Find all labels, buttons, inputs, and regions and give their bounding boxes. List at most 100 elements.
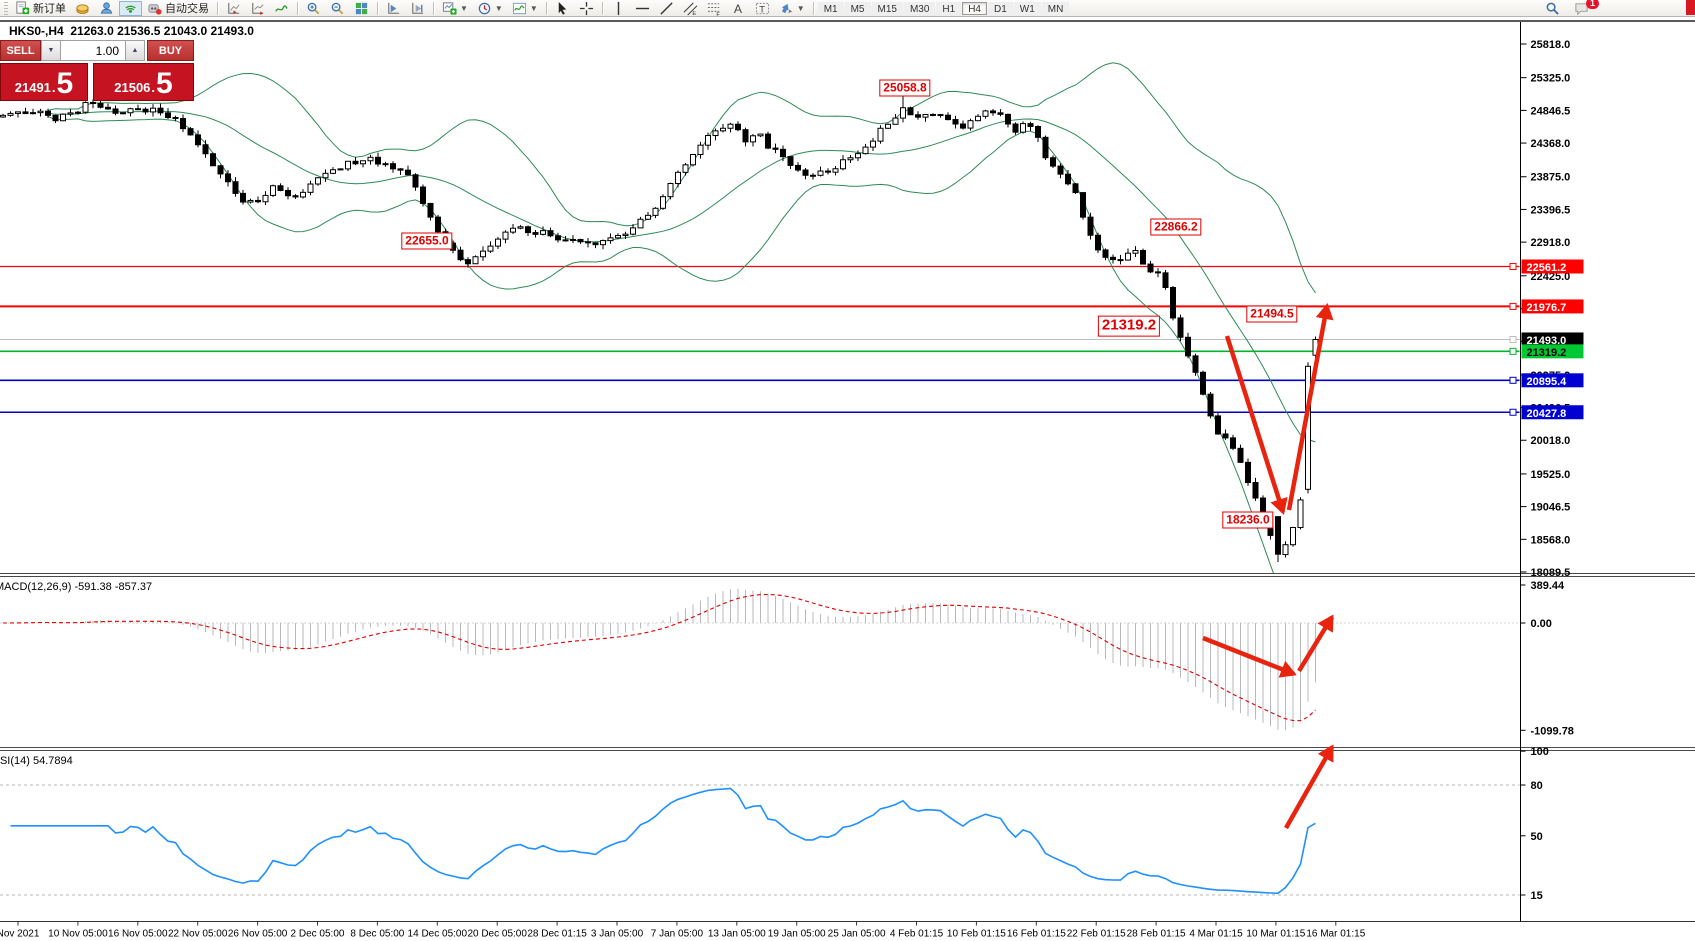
tile-windows-button[interactable]: [350, 1, 373, 16]
tester-run-button[interactable]: [406, 1, 429, 16]
toolbar: 新订单 自动交易: [0, 0, 1695, 17]
chat-button[interactable]: 1: [1570, 0, 1599, 16]
chart-shift-button[interactable]: [222, 1, 245, 16]
price-annotation[interactable]: 21494.5: [1246, 305, 1298, 323]
text-button[interactable]: A: [727, 1, 750, 16]
horizontal-line-button[interactable]: [631, 1, 654, 16]
time-tick-label: 16 Nov 05:00: [108, 929, 168, 940]
toolbar-separator: [545, 1, 547, 15]
time-tick-label: 10 Nov 05:00: [48, 929, 108, 940]
timeframe-button-m15[interactable]: M15: [871, 1, 903, 15]
rsi-axis-label: 50: [1531, 831, 1543, 843]
price-annotation[interactable]: 25058.8: [879, 79, 931, 97]
price-annotation[interactable]: 21319.2: [1097, 315, 1161, 337]
search-button[interactable]: [1541, 1, 1564, 16]
period-dropdown[interactable]: ▼: [473, 1, 507, 16]
price-tick-label: 19046.5: [1531, 502, 1571, 514]
time-tick-label: 4 Feb 01:15: [890, 929, 944, 940]
price-tag-label: 20427.8: [1527, 408, 1567, 420]
timeframe-button-m5[interactable]: M5: [844, 1, 871, 15]
horizontal-level-lines[interactable]: [0, 262, 1520, 416]
caret-down-icon: ▼: [529, 3, 538, 13]
new-chart-dropdown[interactable]: ▼: [438, 1, 472, 16]
buy-price-display[interactable]: 21506. 5: [93, 63, 194, 101]
cursor-button[interactable]: [551, 1, 574, 16]
chart-autoscroll-button[interactable]: [246, 1, 269, 16]
chart-symbol: HKS0-,H4: [9, 24, 64, 38]
candlesticks: [0, 95, 1319, 562]
trendline-icon: [660, 1, 673, 15]
volume-increase-button[interactable]: ▲: [125, 40, 145, 61]
new-chart-icon: [442, 1, 457, 15]
signals-button[interactable]: [119, 0, 142, 16]
autotrading-button[interactable]: 自动交易: [143, 1, 213, 16]
equidistant-channel-button[interactable]: E: [679, 1, 702, 16]
sell-button[interactable]: SELL: [0, 40, 41, 61]
price-tick-label: 24846.5: [1531, 105, 1571, 117]
trend-arrows[interactable]: [1202, 303, 1334, 830]
profile-curve-icon: [275, 4, 288, 12]
time-axis[interactable]: Nov 2021 10 Nov 05:00 16 Nov 05:00 22 Nov 0…: [0, 921, 1366, 940]
price-annotation[interactable]: 18236.0: [1222, 511, 1274, 529]
macd-values: -591.38 -857.37: [74, 581, 153, 593]
price-tag: [1521, 259, 1584, 274]
template-dropdown[interactable]: ▼: [508, 1, 542, 16]
tile-windows-icon: [355, 2, 368, 14]
toolbar-separator: [377, 1, 378, 15]
fibonacci-button[interactable]: F: [703, 1, 726, 16]
toolbar-separator: [812, 1, 814, 15]
macd-indicator: [0, 588, 1520, 731]
price-tick-label: 22425.0: [1531, 271, 1571, 283]
price-tag: [1521, 344, 1584, 359]
timeframe-button-m1[interactable]: M1: [817, 1, 844, 15]
chart-ohlc: 21263.0 21536.5 21043.0 21493.0: [70, 24, 254, 38]
zoom-out-button[interactable]: [326, 1, 349, 16]
timeframe-button-mn[interactable]: MN: [1041, 1, 1070, 15]
trend-arrow[interactable]: [1202, 635, 1297, 678]
tester-step-button[interactable]: [382, 1, 405, 16]
profile-curve-button[interactable]: [270, 1, 293, 16]
trendline-button[interactable]: [655, 1, 678, 16]
trend-arrow[interactable]: [1297, 614, 1334, 673]
buy-button[interactable]: BUY: [147, 40, 194, 61]
timeframe-button-w1[interactable]: W1: [1013, 1, 1041, 15]
time-tick-label: 22 Feb 01:15: [1067, 929, 1126, 940]
chart-top-border: [0, 20, 1695, 22]
svg-text:T: T: [759, 4, 765, 14]
toolbar-drag-handle[interactable]: [4, 1, 8, 15]
sell-price-display[interactable]: 21491. 5: [0, 63, 88, 101]
zoom-in-button[interactable]: [302, 1, 325, 16]
vertical-line-button[interactable]: [607, 1, 630, 16]
macd-axis-label: 0.00: [1531, 618, 1552, 630]
time-tick-label: 2 Dec 05:00: [291, 929, 345, 940]
timeframe-button-d1[interactable]: D1: [988, 1, 1013, 15]
time-tick-label: Nov 2021: [0, 929, 40, 940]
new-order-button[interactable]: 新订单: [11, 0, 70, 16]
price-axis[interactable]: 25818.0 25325.0 24846.5 24368.0 23875.0 23396…: [1520, 39, 1584, 902]
price-annotation[interactable]: 22655.0: [401, 232, 453, 250]
zoom-out-icon: [331, 2, 344, 14]
autotrading-icon: [148, 3, 162, 15]
rsi-name: RSI(14): [0, 755, 30, 767]
price-annotation[interactable]: 22866.2: [1150, 218, 1202, 236]
arrow-shapes-icon: [781, 3, 792, 13]
text-label-button[interactable]: T: [751, 1, 774, 16]
time-tick-label: 22 Nov 05:00: [168, 929, 228, 940]
crosshair-button[interactable]: [575, 1, 598, 16]
timeframe-button-h4[interactable]: H4: [962, 1, 987, 15]
tester-step-icon: [388, 2, 400, 14]
timeframe-button-m30[interactable]: M30: [903, 1, 936, 15]
trend-arrow[interactable]: [1284, 744, 1334, 830]
trend-arrow[interactable]: [1286, 303, 1334, 511]
rsi-axis-label: 100: [1531, 746, 1549, 758]
timeframe-button-h1[interactable]: H1: [936, 1, 962, 15]
gold-coins-button[interactable]: [71, 1, 94, 16]
contacts-button[interactable]: [95, 1, 118, 16]
volume-input[interactable]: [61, 40, 125, 61]
gold-coins-icon: [76, 3, 89, 14]
trend-arrow[interactable]: [1224, 335, 1288, 515]
arrows-dropdown[interactable]: ▼: [775, 1, 809, 16]
volume-decrease-button[interactable]: ▼: [41, 40, 61, 61]
price-tick-label: 25818.0: [1531, 39, 1571, 51]
